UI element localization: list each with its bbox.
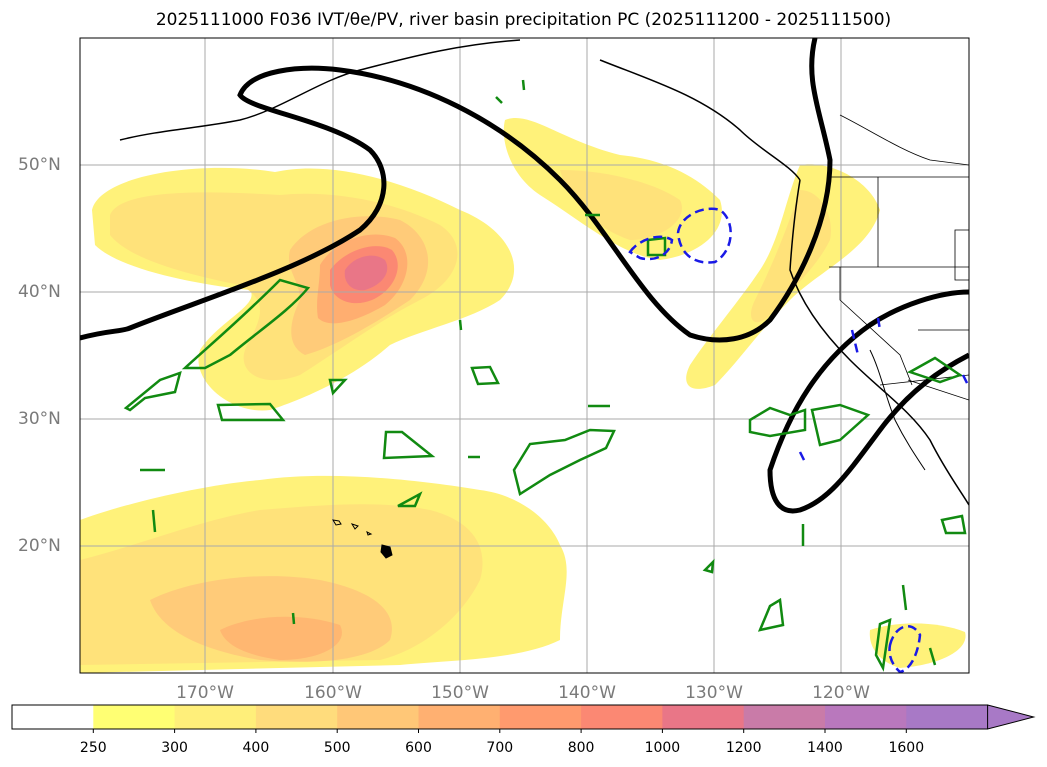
colorbar-tick-label: 1400 [807, 740, 843, 756]
colorbar-tick-label: 400 [242, 740, 270, 756]
colorbar-tick-label: 500 [323, 740, 351, 756]
colorbar-extend-arrow [987, 704, 1036, 730]
lon-label-130w: 130°W [685, 683, 743, 703]
colorbar-segment [581, 705, 663, 729]
lat-label-50n: 50°N [18, 155, 61, 175]
colorbar-segment [499, 705, 582, 729]
colorbar-tick-label: 300 [161, 740, 188, 756]
colorbar-segment [255, 705, 338, 729]
lat-label-40n: 40°N [18, 282, 61, 302]
colorbar-tick-label: 1600 [888, 740, 925, 756]
coastlines [119, 39, 969, 559]
lon-label-150w: 150°W [431, 683, 489, 703]
colorbar-tick-label: 1200 [725, 740, 762, 756]
lon-label-140w: 140°W [558, 683, 616, 703]
colorbar-segment [12, 705, 94, 729]
precip-contour [123, 79, 967, 672]
colorbar [11, 704, 1036, 733]
map-title: 2025111000 F036 IVT/θe/PV, river basin p… [155, 10, 892, 30]
colorbar-segment [825, 705, 907, 729]
colorbar-segment [93, 705, 176, 729]
colorbar-segment [662, 705, 745, 729]
map-frame [79, 37, 970, 674]
colorbar-segment [906, 705, 989, 729]
colorbar-tick-label: 600 [405, 740, 432, 756]
colorbar-tick-label: 700 [486, 740, 514, 756]
lat-label-20n: 20°N [18, 536, 61, 556]
lat-label-30n: 30°N [18, 409, 61, 429]
ivt-shading [80, 118, 966, 673]
colorbar-segment [743, 705, 826, 729]
colorbar-tick-label: 250 [79, 740, 107, 756]
lon-label-160w: 160°W [304, 683, 362, 703]
lon-label-170w: 170°W [176, 683, 234, 703]
pv-contour [628, 207, 969, 673]
colorbar-segment [337, 705, 419, 729]
lon-label-120w: 120°W [812, 683, 870, 703]
colorbar-segment [174, 705, 257, 729]
colorbar-segment [418, 705, 501, 729]
colorbar-tick-label: 1000 [644, 740, 681, 756]
graticule [80, 38, 969, 673]
colorbar-tick-label: 800 [567, 740, 595, 756]
